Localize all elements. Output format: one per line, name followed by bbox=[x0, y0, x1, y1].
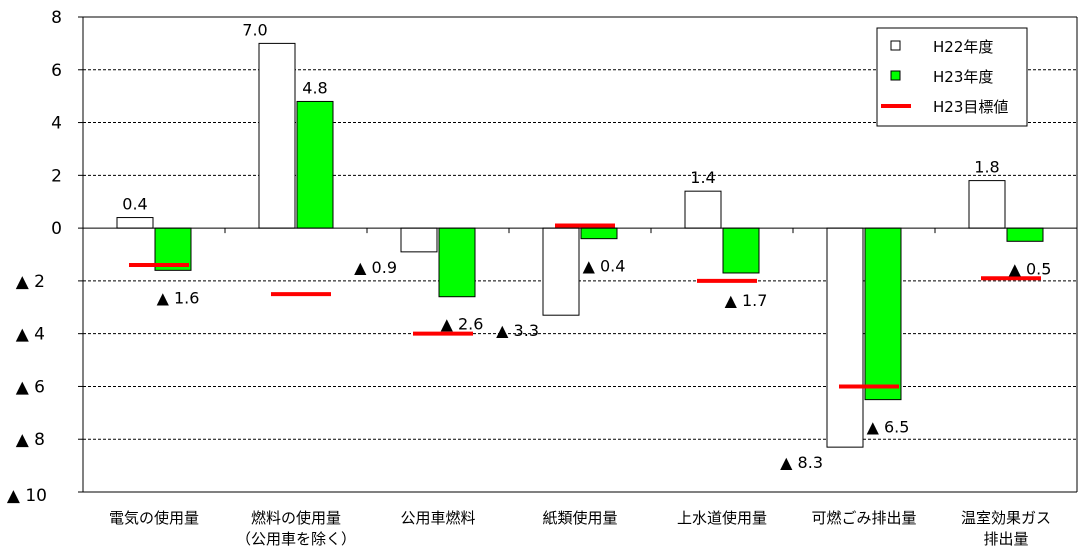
data-label: ▲ 2.6 bbox=[441, 315, 484, 334]
bar bbox=[400, 227, 438, 253]
bar bbox=[438, 227, 476, 298]
data-label: ▲ 0.9 bbox=[354, 258, 397, 277]
y-tick-label: ▲ 4 bbox=[16, 325, 45, 345]
y-tick-label: ▲ 2 bbox=[16, 272, 45, 292]
category-label: 温室効果ガス bbox=[961, 509, 1051, 527]
category-label: 紙類使用量 bbox=[542, 509, 617, 527]
bar bbox=[542, 227, 580, 316]
data-labels: 0.4 7.0 ▲ 0.9 ▲ 3.3 1.4 ▲ 8.3 1.8 ▲ 1.6 4.8 ▲ 2.6… bbox=[122, 20, 1051, 472]
legend-label: H22年度 bbox=[933, 38, 993, 56]
category-label: 上水道使用量 bbox=[677, 509, 767, 527]
category-label: 公用車燃料 bbox=[400, 509, 475, 527]
data-label: ▲ 1.6 bbox=[157, 288, 200, 307]
legend-label: H23目標値 bbox=[933, 98, 1008, 116]
bar bbox=[826, 227, 864, 448]
data-label: ▲ 1.7 bbox=[725, 291, 768, 310]
bar bbox=[580, 227, 618, 240]
data-label: ▲ 0.5 bbox=[1009, 259, 1052, 278]
bar bbox=[116, 217, 154, 229]
y-tick-label: ▲ 6 bbox=[16, 377, 45, 397]
category-label: （公用車を除く） bbox=[236, 530, 356, 548]
gridlines bbox=[83, 16, 1077, 440]
category-label: 排出量 bbox=[983, 530, 1028, 548]
y-tick-label: 4 bbox=[51, 114, 62, 134]
bar bbox=[1006, 227, 1044, 242]
data-label: 7.0 bbox=[242, 20, 267, 39]
legend-swatch bbox=[890, 40, 901, 51]
target-markers bbox=[129, 223, 1041, 389]
bar bbox=[968, 180, 1006, 229]
bar bbox=[258, 42, 296, 229]
bar bbox=[722, 227, 760, 274]
y-tick-label: 0 bbox=[51, 219, 62, 239]
y-tick-label: ▲ 8 bbox=[16, 430, 45, 450]
data-label: 1.8 bbox=[974, 158, 999, 177]
data-label: ▲ 8.3 bbox=[780, 453, 823, 472]
category-labels: 電気の使用量 燃料の使用量 （公用車を除く） 公用車燃料 紙類使用量 上水道使用量 可燃ごみ… bbox=[109, 509, 1051, 548]
data-label: ▲ 6.5 bbox=[867, 418, 910, 437]
data-label: 0.4 bbox=[122, 195, 147, 214]
data-label: 1.4 bbox=[690, 168, 715, 187]
category-label: 燃料の使用量 bbox=[251, 509, 341, 527]
y-tick-label: 6 bbox=[51, 61, 62, 81]
y-tick-label: 2 bbox=[51, 166, 62, 186]
axes: 8 6 4 2 0 ▲ 2 ▲ 4 ▲ 6 ▲ 8 ▲ 10 bbox=[7, 8, 1078, 506]
bar bbox=[864, 227, 902, 401]
y-tick-label: 8 bbox=[51, 8, 62, 28]
data-label: ▲ 3.3 bbox=[496, 321, 539, 340]
category-label: 電気の使用量 bbox=[109, 509, 199, 527]
bar bbox=[296, 100, 334, 229]
legend-swatch bbox=[890, 70, 901, 81]
legend-box bbox=[876, 27, 1028, 127]
legend: H22年度 H23年度 H23目標値 bbox=[876, 27, 1028, 127]
category-label: 可燃ごみ排出量 bbox=[811, 509, 916, 527]
legend-label: H23年度 bbox=[933, 68, 993, 86]
bar bbox=[684, 190, 722, 229]
data-label: 4.8 bbox=[302, 78, 327, 97]
data-label: ▲ 0.4 bbox=[583, 257, 626, 276]
y-tick-label: ▲ 10 bbox=[7, 486, 47, 506]
